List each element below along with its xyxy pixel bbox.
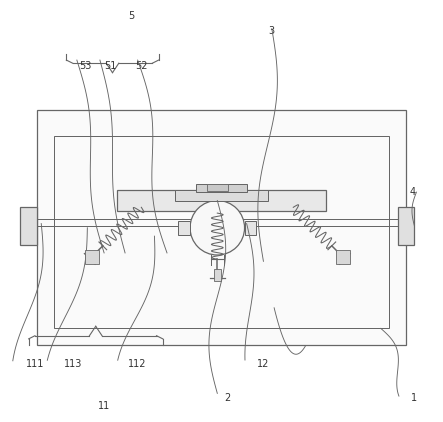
Bar <box>54 135 389 328</box>
Bar <box>214 269 221 281</box>
Text: 12: 12 <box>257 359 270 369</box>
Text: 111: 111 <box>26 359 44 369</box>
Bar <box>397 207 414 244</box>
Text: 5: 5 <box>128 11 135 21</box>
Bar <box>179 221 190 235</box>
Text: 112: 112 <box>128 359 147 369</box>
Circle shape <box>190 200 245 255</box>
Text: 1: 1 <box>411 392 417 403</box>
Bar <box>37 111 406 345</box>
Bar <box>117 190 326 211</box>
Bar <box>20 207 37 244</box>
Bar <box>336 250 350 264</box>
Text: 52: 52 <box>136 61 148 71</box>
Bar <box>175 190 268 200</box>
Text: 53: 53 <box>79 61 91 71</box>
Text: 51: 51 <box>104 61 117 71</box>
Text: 3: 3 <box>269 26 275 36</box>
Text: 113: 113 <box>63 359 82 369</box>
Text: 11: 11 <box>98 401 110 411</box>
Bar <box>196 184 247 192</box>
Text: 2: 2 <box>225 392 231 403</box>
Bar <box>85 250 99 264</box>
Bar <box>245 221 256 235</box>
Bar <box>207 184 228 191</box>
Text: 4: 4 <box>409 187 415 197</box>
